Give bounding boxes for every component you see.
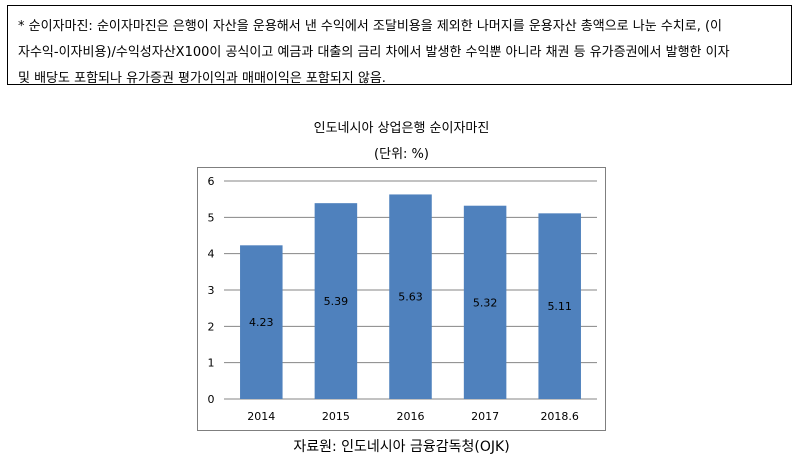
bar-value-label: 5.63 <box>398 291 423 304</box>
chart-title: 인도네시아 상업은행 순이자마진 <box>313 121 490 136</box>
bar-value-label: 5.32 <box>473 296 498 309</box>
source-note: 자료원: 인도네시아 금융감독청(OJK) <box>293 439 510 455</box>
bar <box>463 205 507 399</box>
x-tick-label: 2015 <box>322 410 350 423</box>
note-line-2: 자수익-이자비용)/수익성자산X100이 공식이고 예금과 대출의 금리 차에서… <box>18 45 730 60</box>
note-line-1: * 순이자마진: 순이자마진은 은행이 자산을 운용해서 낸 수익에서 조달비용… <box>18 19 722 34</box>
chart-unit-label: (단위: %) <box>374 147 429 162</box>
x-tick-label: 2014 <box>247 410 275 423</box>
y-tick-label: 4 <box>208 248 215 261</box>
y-tick-label: 0 <box>208 393 215 406</box>
bar <box>240 245 283 399</box>
bar-value-label: 5.39 <box>324 295 349 308</box>
bar-value-label: 5.11 <box>547 300 572 313</box>
note-line-3: 및 배당도 포함되나 유가증권 평가이익과 매매이익은 포함되지 않음. <box>18 71 386 86</box>
definition-note-box: * 순이자마진: 순이자마진은 은행이 자산을 운용해서 낸 수익에서 조달비용… <box>7 5 792 86</box>
bar-chart: 0 1 2 3 4 5 6 4.23 2014 5.39 2015 5.63 2016 5.32 2017 5… <box>208 175 597 423</box>
y-tick-label: 1 <box>208 357 215 370</box>
y-tick-label: 5 <box>208 211 215 224</box>
bar <box>314 203 358 399</box>
x-tick-label: 2017 <box>471 410 499 423</box>
y-tick-label: 3 <box>208 284 215 297</box>
x-tick-label: 2018.6 <box>540 410 579 423</box>
x-tick-label: 2016 <box>397 410 425 423</box>
y-tick-label: 6 <box>208 175 215 188</box>
y-tick-label: 2 <box>208 320 215 333</box>
bar <box>389 194 432 399</box>
chart-frame: 0 1 2 3 4 5 6 4.23 2014 5.39 2015 5.63 2016 5.32 2017 5… <box>197 167 606 431</box>
bar-value-label: 4.23 <box>249 316 274 329</box>
bar <box>538 213 581 399</box>
